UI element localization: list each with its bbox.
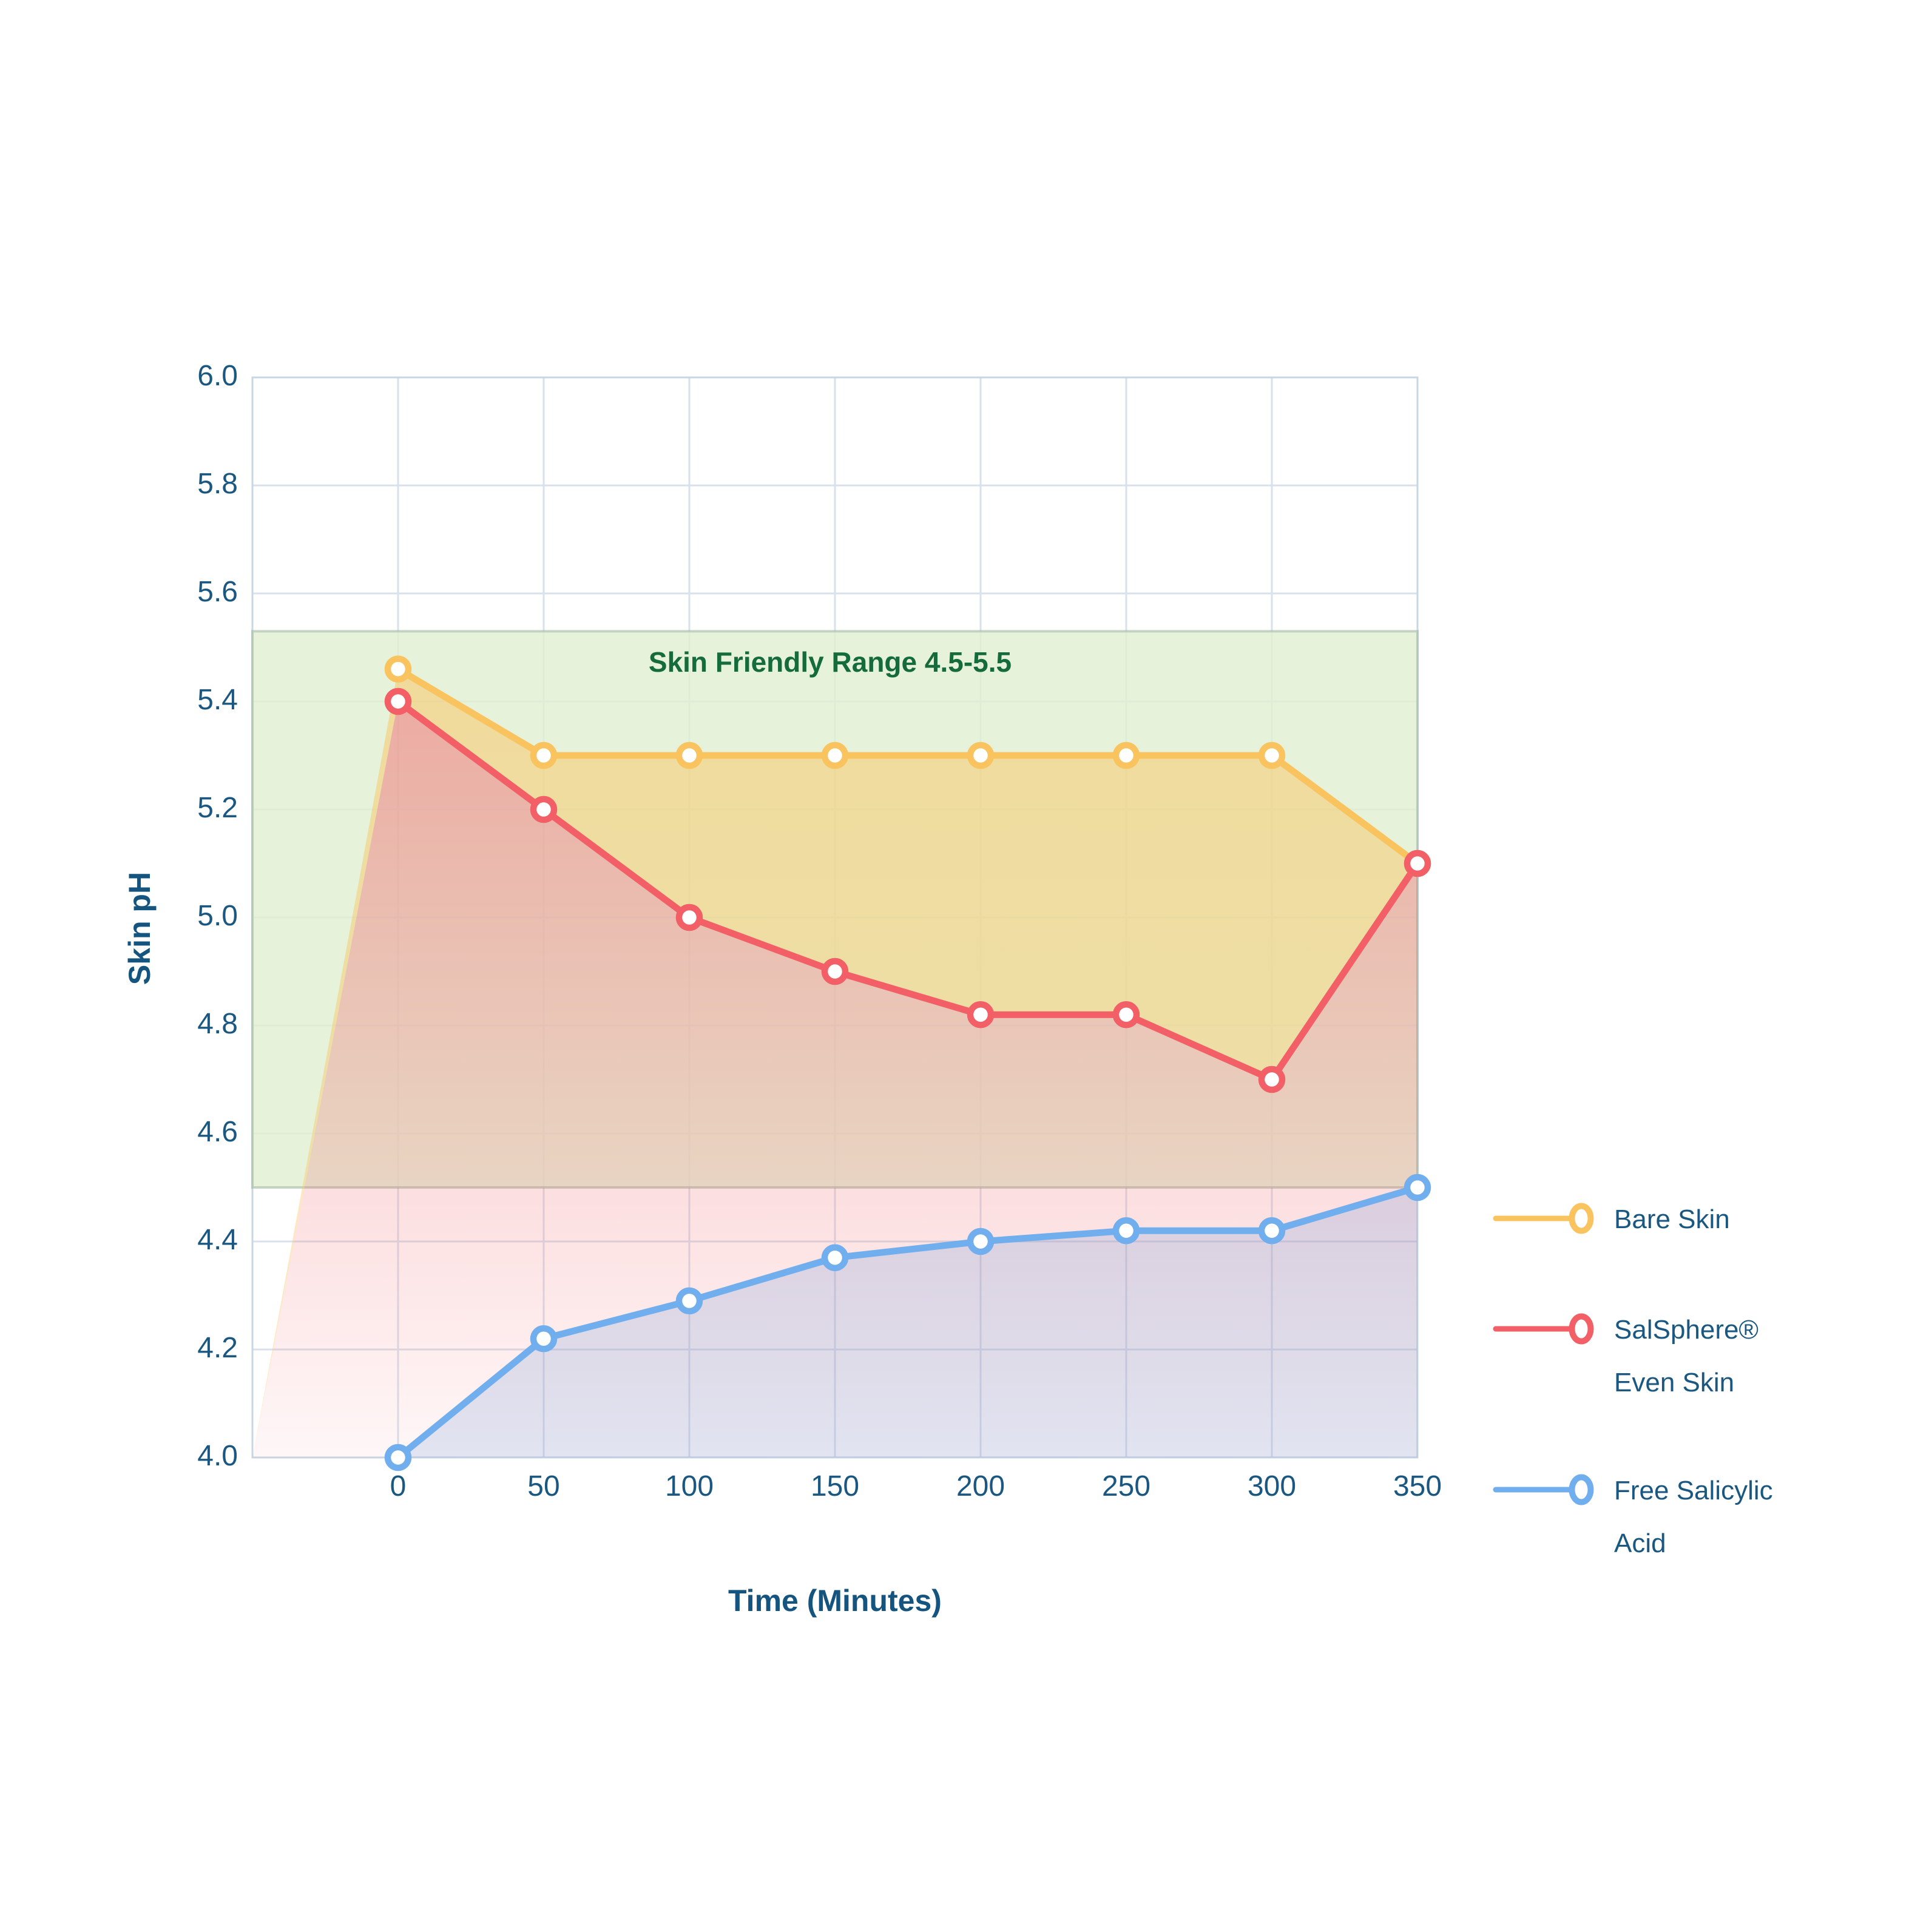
data-point-marker — [821, 958, 849, 985]
x-axis-tick-label: 300 — [1248, 1470, 1296, 1502]
data-point-marker — [967, 1228, 995, 1255]
legend-label-line: Free Salicylic — [1614, 1476, 1773, 1505]
legend-marker-icon — [1569, 1474, 1594, 1505]
x-axis-tick-label: 250 — [1102, 1470, 1150, 1502]
data-point-marker — [1404, 1174, 1431, 1201]
series-markers-salsphere-even-skin — [384, 687, 1431, 1093]
y-axis-tick-label: 5.4 — [197, 684, 238, 716]
series-markers-free-salicylic-acid — [384, 1174, 1431, 1471]
data-point-marker — [967, 741, 995, 769]
series-area-free-salicylic — [398, 1187, 1417, 1457]
data-point-marker — [1112, 741, 1140, 769]
data-point-marker — [1258, 741, 1286, 769]
y-axis-tick-label: 5.6 — [197, 576, 238, 608]
data-point-marker — [530, 1325, 558, 1353]
data-point-marker — [530, 741, 558, 769]
x-axis-tick-label: 100 — [665, 1470, 714, 1502]
y-axis-tick-label: 5.2 — [197, 792, 238, 824]
y-axis-tick-label: 4.2 — [197, 1332, 238, 1364]
data-point-marker — [1112, 1001, 1140, 1028]
data-point-marker — [967, 1001, 995, 1028]
legend-item-salsphere-even-skin: SalSphere® Even Skin — [1493, 1313, 1758, 1397]
data-point-marker — [1258, 1217, 1286, 1245]
data-point-marker — [1112, 1217, 1140, 1245]
y-axis-tick-label: 4.0 — [197, 1440, 238, 1472]
legend-marker-icon — [1569, 1313, 1594, 1345]
series-area-bare-skin — [252, 669, 1417, 1457]
legend-item-bare-skin: Bare Skin — [1493, 1203, 1730, 1234]
legend-item-free-salicylic-acid: Free Salicylic Acid — [1493, 1474, 1773, 1558]
legend-label-line: Bare Skin — [1614, 1204, 1730, 1234]
y-axis-tick-label: 4.4 — [197, 1224, 238, 1256]
series-line-bare-skin — [394, 666, 1421, 867]
data-point-marker — [821, 1244, 849, 1271]
data-point-marker — [384, 1444, 412, 1471]
x-axis-tick-label: 150 — [811, 1470, 859, 1502]
y-axis-tick-label: 4.6 — [197, 1116, 238, 1148]
legend-marker-icon — [1569, 1203, 1594, 1234]
data-point-marker — [675, 904, 703, 931]
skin-friendly-band-label: Skin Friendly Range 4.5-5.5 — [649, 646, 1012, 678]
y-axis-title: Skin pH — [123, 872, 157, 985]
legend-label-line: SalSphere® — [1614, 1315, 1758, 1345]
series-markers-bare-skin — [384, 655, 1431, 877]
x-axis-tick-label: 50 — [527, 1470, 559, 1502]
legend-label-line: Acid — [1614, 1528, 1666, 1558]
x-axis-tick-label: 0 — [390, 1470, 407, 1502]
series-line-free-salicylic-acid — [394, 1184, 1421, 1461]
x-axis-tick-label: 350 — [1393, 1470, 1442, 1502]
data-point-marker — [384, 687, 412, 715]
legend-label-line: Even Skin — [1614, 1368, 1734, 1397]
x-axis-title: Time (Minutes) — [728, 1584, 942, 1618]
x-axis-tick-label: 200 — [956, 1470, 1005, 1502]
legend: Bare Skin SalSphere® Even Skin Free Salicyl… — [1493, 1203, 1773, 1558]
y-axis-tick-label: 5.8 — [197, 468, 238, 500]
data-point-marker — [530, 795, 558, 823]
data-point-marker — [1258, 1066, 1286, 1093]
data-point-marker — [821, 741, 849, 769]
data-point-marker — [384, 655, 412, 683]
data-point-marker — [675, 1287, 703, 1315]
y-axis-tick-label: 5.0 — [197, 900, 238, 932]
y-axis-tick-label: 4.8 — [197, 1008, 238, 1040]
y-axis-tick-label: 6.0 — [197, 360, 238, 392]
series-line-salsphere-even-skin — [394, 698, 1421, 1083]
data-point-marker — [1404, 849, 1431, 877]
data-point-marker — [675, 741, 703, 769]
